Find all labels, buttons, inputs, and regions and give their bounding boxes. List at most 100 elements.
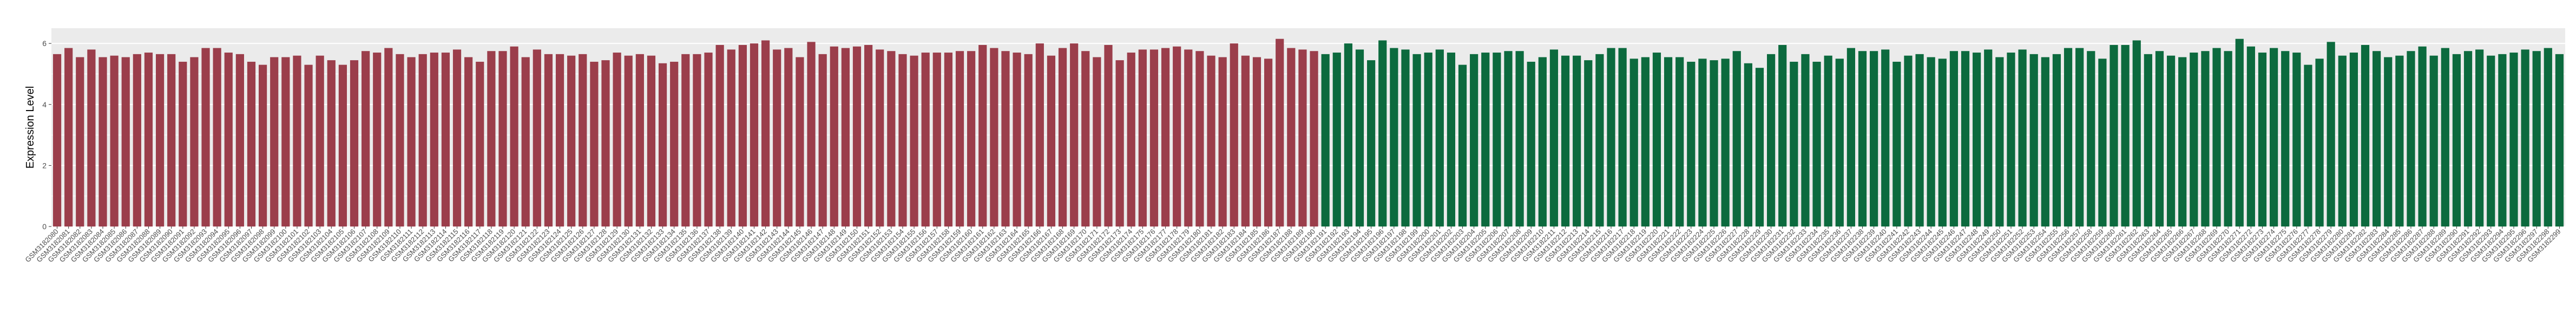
bar	[144, 53, 153, 227]
bar	[1778, 44, 1787, 227]
bar	[2292, 53, 2301, 227]
bar	[521, 57, 530, 227]
bar	[1355, 49, 1364, 227]
bar	[1184, 49, 1193, 227]
bar	[270, 57, 279, 227]
bar	[2132, 40, 2141, 227]
bar	[898, 54, 907, 227]
bar	[818, 54, 827, 227]
bar	[110, 55, 119, 227]
bar	[2270, 48, 2278, 227]
bar	[921, 53, 930, 227]
bar	[1984, 49, 1993, 227]
bar	[1904, 55, 1913, 227]
bar	[213, 48, 221, 227]
bar	[133, 54, 141, 227]
bar	[167, 54, 176, 227]
bar	[350, 60, 359, 227]
bar	[2384, 57, 2393, 227]
bar	[1710, 60, 1718, 227]
bar	[2532, 51, 2541, 227]
bar	[1973, 53, 1981, 227]
bar	[1195, 51, 1204, 227]
bar	[693, 54, 701, 227]
bar	[281, 57, 290, 227]
bar	[452, 49, 462, 227]
bar	[658, 63, 667, 227]
bar	[2064, 48, 2073, 227]
bar	[2201, 51, 2210, 227]
bar	[544, 54, 553, 227]
y-tick-label: 6	[42, 39, 47, 48]
bar	[1310, 51, 1318, 227]
bar	[1298, 49, 1307, 227]
bar	[2498, 54, 2507, 227]
bar	[510, 46, 518, 227]
bar	[1412, 54, 1421, 227]
bar	[1527, 61, 1535, 227]
bar	[2087, 51, 2095, 227]
bar	[2475, 49, 2484, 227]
bar	[418, 54, 427, 227]
bar	[498, 51, 507, 227]
bar	[1367, 60, 1376, 227]
bar	[1081, 51, 1090, 227]
bar	[1927, 57, 1935, 227]
bar	[1515, 51, 1524, 227]
bar	[1332, 53, 1341, 227]
bar	[1470, 54, 1478, 227]
bar	[1424, 53, 1432, 227]
bar	[830, 46, 838, 227]
bar	[567, 55, 576, 227]
bar	[1618, 48, 1627, 227]
bar	[670, 61, 679, 227]
bar	[841, 48, 850, 227]
bar	[1790, 61, 1798, 227]
bar	[1835, 59, 1844, 227]
bar	[1390, 48, 1398, 227]
bar	[1321, 54, 1330, 227]
bar	[1218, 57, 1227, 227]
bar	[64, 48, 73, 227]
bars	[52, 38, 2564, 227]
bar	[1961, 51, 1970, 227]
bar	[555, 54, 564, 227]
bar	[1287, 48, 1296, 227]
bar	[1573, 55, 1581, 227]
bar	[2441, 48, 2449, 227]
bar	[1801, 54, 1810, 227]
bar	[487, 51, 496, 227]
bar	[247, 61, 256, 227]
bar	[852, 46, 862, 227]
bar	[2018, 49, 2027, 227]
bar	[1378, 40, 1387, 227]
bar	[796, 57, 804, 227]
bar	[2555, 54, 2564, 227]
bar	[932, 53, 941, 227]
bar	[373, 53, 382, 227]
bar	[259, 64, 267, 227]
bar	[1675, 57, 1684, 227]
bar	[304, 64, 313, 227]
bar	[1732, 51, 1741, 227]
bar	[2395, 55, 2404, 227]
bar	[98, 57, 107, 227]
bar	[2521, 49, 2529, 227]
bar	[876, 49, 884, 227]
bar	[464, 57, 473, 227]
bar	[1493, 53, 1501, 227]
y-axis-ticks: 0 2 4 6	[42, 39, 51, 231]
bar	[327, 60, 336, 227]
bar	[1892, 61, 1901, 227]
y-tick-label: 0	[42, 222, 47, 231]
bar	[1241, 55, 1250, 227]
bar	[2155, 51, 2164, 227]
bar	[384, 48, 393, 227]
bar	[430, 53, 438, 227]
bar	[2338, 55, 2347, 227]
bar	[1230, 43, 1238, 227]
bar	[1276, 38, 1284, 227]
bar	[2304, 64, 2312, 227]
bar	[1584, 60, 1593, 227]
